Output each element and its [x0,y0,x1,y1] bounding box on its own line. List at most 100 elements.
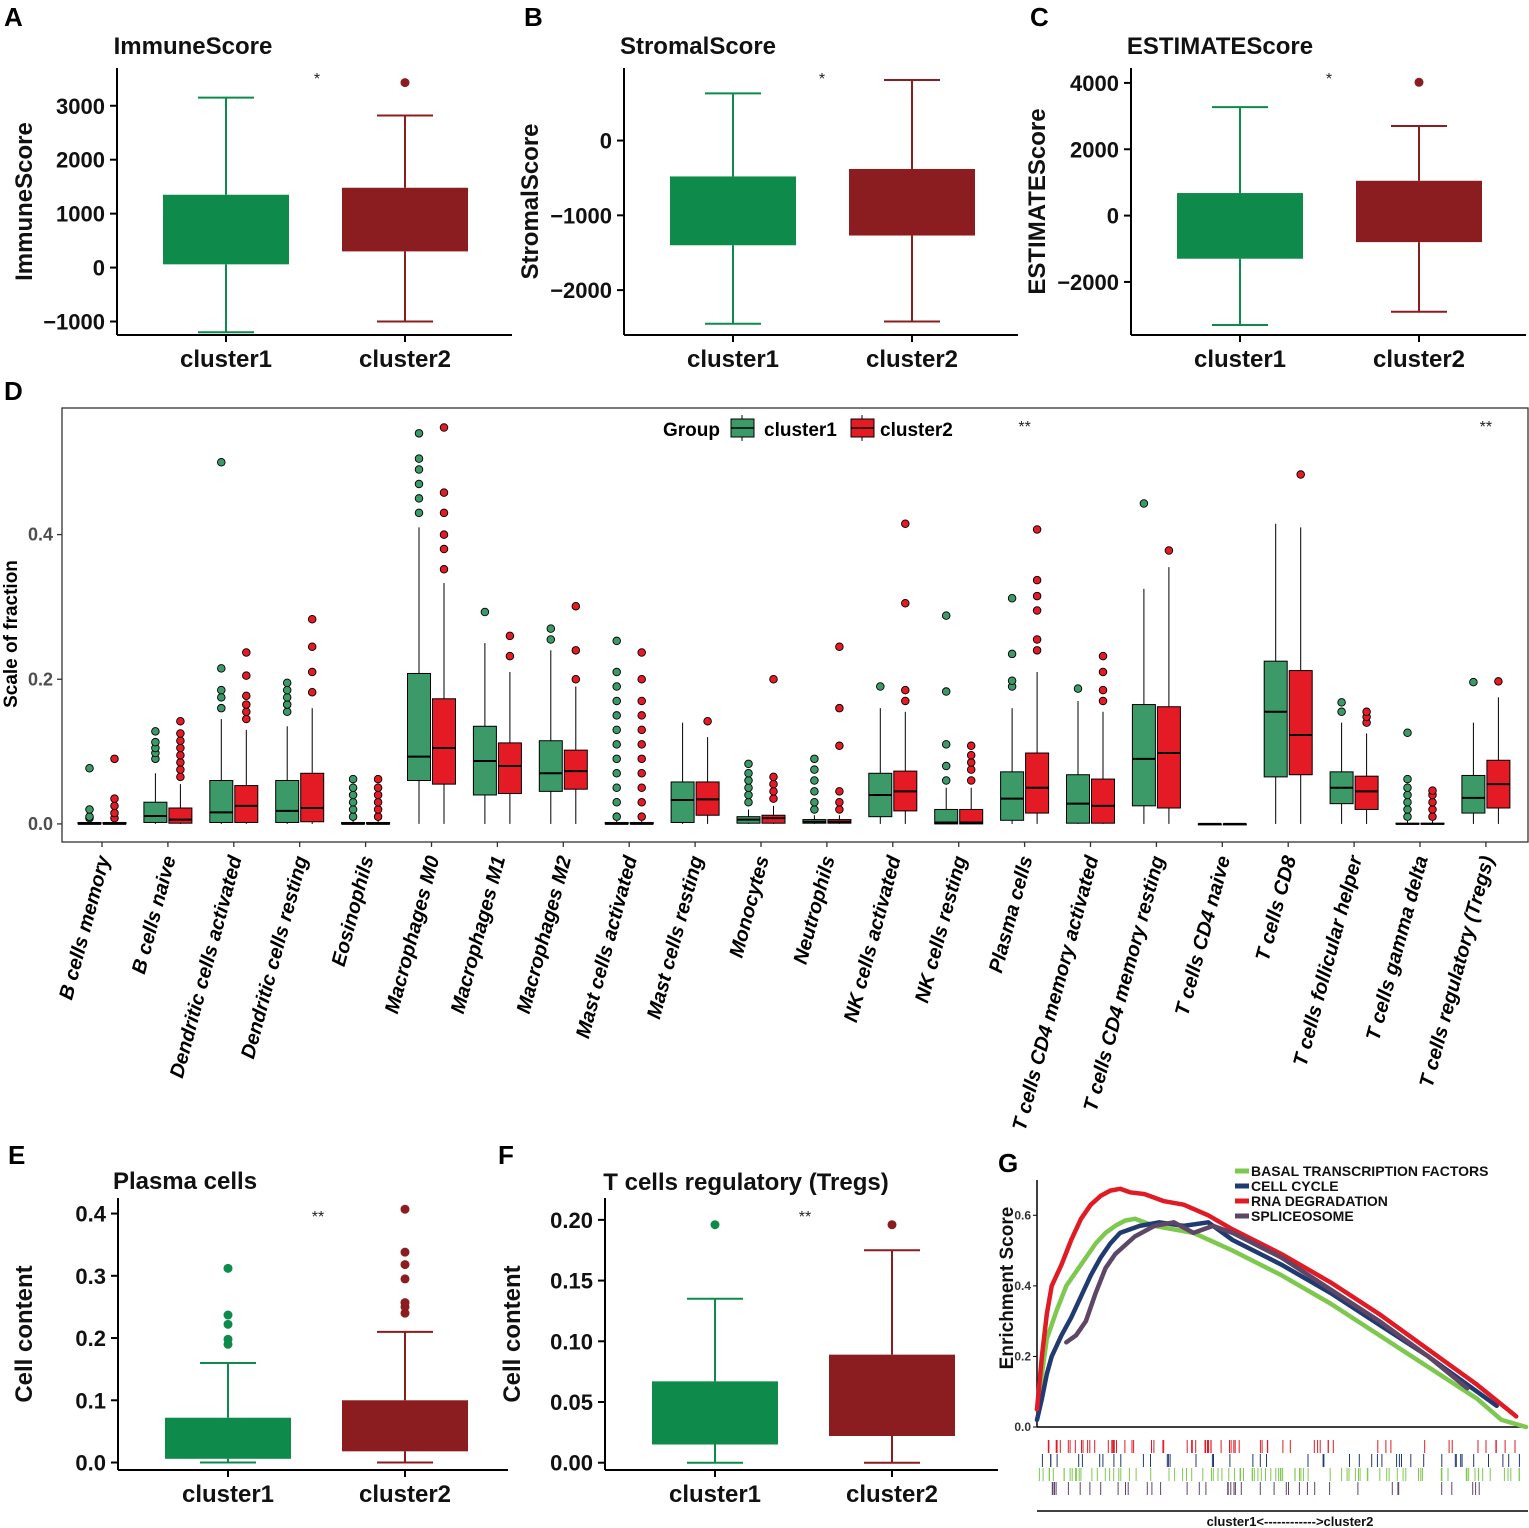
outlier-point [835,787,844,796]
category-group [1000,525,1050,824]
box-cluster2 [563,601,588,824]
significance-marker: ** [1480,419,1492,436]
x-category-label: Monocytes [726,854,774,961]
x-category-label: NK cells resting [911,854,971,1006]
y-tick-label: −2000 [1057,270,1119,295]
outlier-point [546,635,556,644]
outlier-point [348,790,358,800]
box-cluster2 [959,741,984,825]
outlier-point [373,783,383,793]
outlier-point [1098,696,1108,706]
box-cluster2 [629,648,654,825]
x-category-label: cluster1 [1194,346,1286,373]
outlier-point [151,737,160,747]
box-cluster1 [604,636,629,825]
outlier-point [348,783,358,793]
box-cluster1 [472,607,497,824]
outlier-point [637,725,646,735]
legend-label: SPLICEOSOME [1251,1208,1354,1224]
y-axis-title: ESTIMATEScore [1024,108,1051,294]
outlier-point [1032,525,1042,534]
outlier-point [612,696,621,706]
box-cluster2 [102,754,127,825]
x-category-label: T cells gamma delta [1362,854,1432,1043]
outlier-point [1428,805,1437,814]
outlier-point [1403,774,1412,784]
y-tick-label: 0.20 [550,1208,593,1233]
box-cluster1 [165,1263,291,1464]
box-cluster1 [736,759,761,824]
outlier-point [348,797,358,807]
legend-item-cluster2: cluster2 [850,415,953,441]
outlier-point [85,812,94,821]
box-cluster2 [893,519,918,824]
outlier-point [1469,677,1478,687]
outlier-point [110,754,119,764]
outlier-point [282,707,292,717]
legend-label: RNA DEGRADATION [1251,1193,1388,1209]
outlier-point [348,805,358,814]
box-body [1461,774,1486,814]
outlier-point [505,631,515,641]
outlier-point [612,783,621,793]
outlier-point [1428,812,1437,821]
outlier-point [505,651,515,661]
outlier-point [1337,698,1346,707]
box-cluster2 [827,642,852,824]
y-axis-title: Enrichment Score [997,1207,1018,1370]
category-group [802,642,852,824]
hit-rug-row [1041,1454,1520,1467]
outlier-point [242,700,251,709]
outlier-point [887,1220,897,1230]
x-category-label: cluster1 [669,1481,761,1508]
outlier-point [810,765,819,774]
category-group [1197,822,1247,826]
legend-label: cluster2 [880,420,953,441]
outlier-point [348,774,358,784]
outlier-point [744,769,753,778]
y-tick-label: 0.00 [550,1451,593,1476]
box-cluster2 [342,78,468,323]
outlier-point [744,790,753,800]
outlier-point [400,78,410,88]
outlier-point [1428,786,1437,795]
box-cluster1 [407,429,431,824]
category-group [275,614,325,824]
y-tick-label: 0 [93,256,105,281]
outlier-point [966,750,976,760]
box-cluster1 [1395,728,1420,825]
y-axis-title: ImmuneScore [11,122,38,281]
series-line [1064,1220,1470,1391]
y-tick-label: 0.4 [1014,1279,1031,1293]
outlier-point [612,812,621,821]
category-group [1263,470,1313,824]
outlier-point [901,599,910,608]
significance-marker: ** [799,1209,811,1226]
box-body [652,1381,778,1445]
panel-title: Plasma cells [113,1168,257,1195]
outlier-point [1403,790,1412,800]
panel-label-e: E [8,1140,25,1170]
y-tick-label: 0.4 [75,1202,106,1227]
outlier-point [810,754,819,764]
box-cluster1 [1263,523,1288,824]
box-body [1000,771,1025,821]
outlier-point [612,754,621,764]
outlier-point [414,479,424,489]
panel-f: F T cells regulatory (Tregs) 0.00 0.05 0.10 0… [498,1140,998,1508]
outlier-point [612,682,621,691]
box-cluster2 [1222,822,1247,826]
category-group [209,458,259,824]
outlier-point [612,667,621,677]
outlier-point [769,772,778,782]
outlier-point [307,688,317,697]
y-tick-label: 2000 [1070,137,1119,162]
x-category-label: cluster2 [359,346,451,373]
outlier-point [835,642,844,651]
outlier-point [835,805,844,814]
legend-item: CELL CYCLE [1235,1178,1339,1194]
outlier-point [307,642,317,651]
y-axis-title: Cell content [499,1265,526,1402]
